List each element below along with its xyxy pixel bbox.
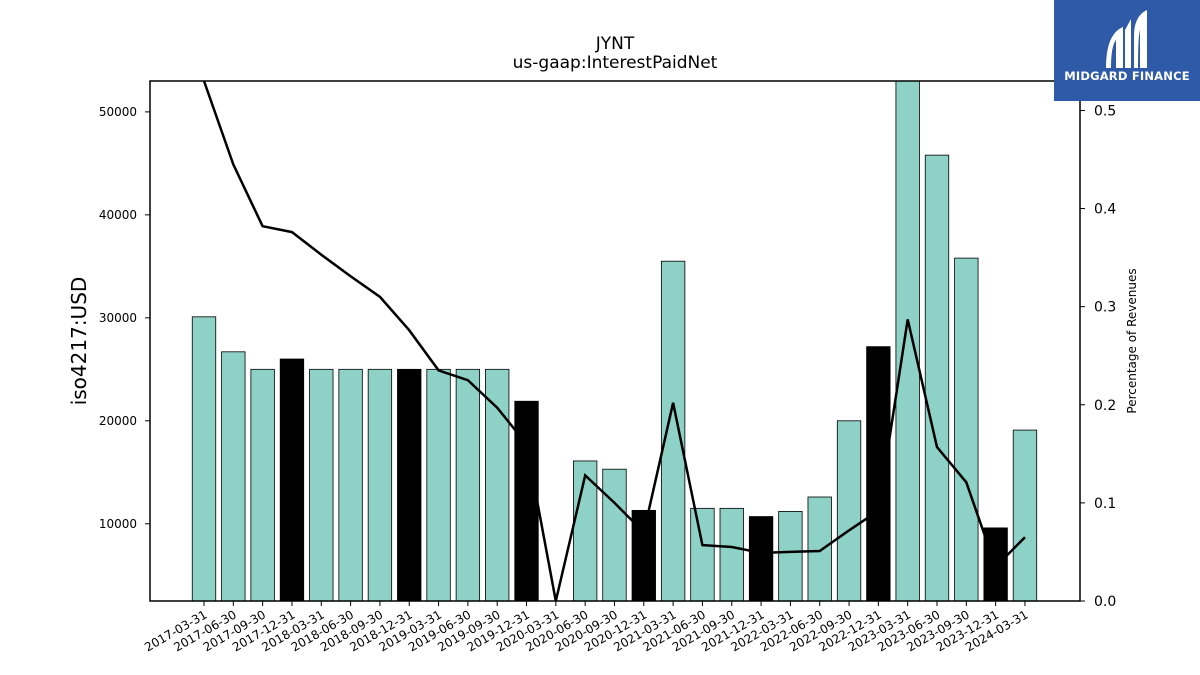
bar bbox=[309, 368, 334, 602]
bar bbox=[866, 346, 891, 602]
bar bbox=[397, 368, 422, 602]
y2-axis-ticks: 0.0 0.1 0.2 0.3 0.4 0.5 bbox=[1080, 103, 1116, 610]
y2-tick-label: 0.0 bbox=[1094, 594, 1116, 610]
bar bbox=[514, 400, 539, 602]
plot-frame bbox=[149, 80, 1081, 602]
bar bbox=[836, 420, 862, 602]
bar bbox=[191, 316, 217, 602]
bar bbox=[954, 257, 979, 602]
x-axis-ticks: 2017-03-312017-06-302017-09-302017-12-31… bbox=[142, 601, 1030, 654]
chart-subtitle: us-gaap:InterestPaidNet bbox=[513, 53, 718, 73]
line-series bbox=[202, 81, 1026, 601]
bar bbox=[660, 260, 686, 602]
y2-tick-label: 0.2 bbox=[1094, 398, 1116, 414]
bar bbox=[748, 516, 774, 602]
y-axis-label: iso4217:USD bbox=[67, 277, 91, 406]
y2-tick-label: 0.5 bbox=[1094, 103, 1116, 119]
logo-mark-icon bbox=[1106, 10, 1147, 68]
bar bbox=[895, 80, 920, 602]
y2-axis-label: Percentage of Revenues bbox=[1125, 268, 1139, 413]
bar bbox=[807, 496, 832, 602]
bar-group bbox=[191, 80, 1038, 602]
bar bbox=[338, 368, 363, 602]
bar bbox=[367, 368, 393, 602]
bar bbox=[602, 468, 627, 602]
y2-tick-label: 0.4 bbox=[1094, 202, 1116, 218]
bar bbox=[426, 368, 451, 602]
bar bbox=[778, 511, 803, 602]
line-group bbox=[202, 81, 1026, 601]
y-tick-label: 40000 bbox=[99, 208, 137, 222]
brand-logo: MIDGARD FINANCE bbox=[1054, 0, 1200, 101]
y2-tick-label: 0.3 bbox=[1094, 300, 1116, 316]
y2-tick-label: 0.1 bbox=[1094, 496, 1116, 512]
y-axis-ticks: 10000 20000 30000 40000 50000 bbox=[99, 105, 150, 531]
bar bbox=[1012, 429, 1038, 602]
bar bbox=[690, 507, 715, 602]
logo-text: MIDGARD FINANCE bbox=[1064, 69, 1190, 83]
y-tick-label: 10000 bbox=[99, 517, 137, 531]
bar bbox=[455, 368, 481, 602]
bar bbox=[279, 358, 305, 602]
y-tick-label: 30000 bbox=[99, 311, 137, 325]
y-tick-label: 20000 bbox=[99, 414, 137, 428]
bar bbox=[924, 154, 950, 602]
y-tick-label: 50000 bbox=[99, 105, 137, 119]
chart-title: JYNT bbox=[595, 34, 635, 54]
bar bbox=[485, 368, 510, 602]
bar bbox=[250, 368, 275, 602]
bar bbox=[719, 507, 744, 602]
bar bbox=[221, 351, 246, 602]
